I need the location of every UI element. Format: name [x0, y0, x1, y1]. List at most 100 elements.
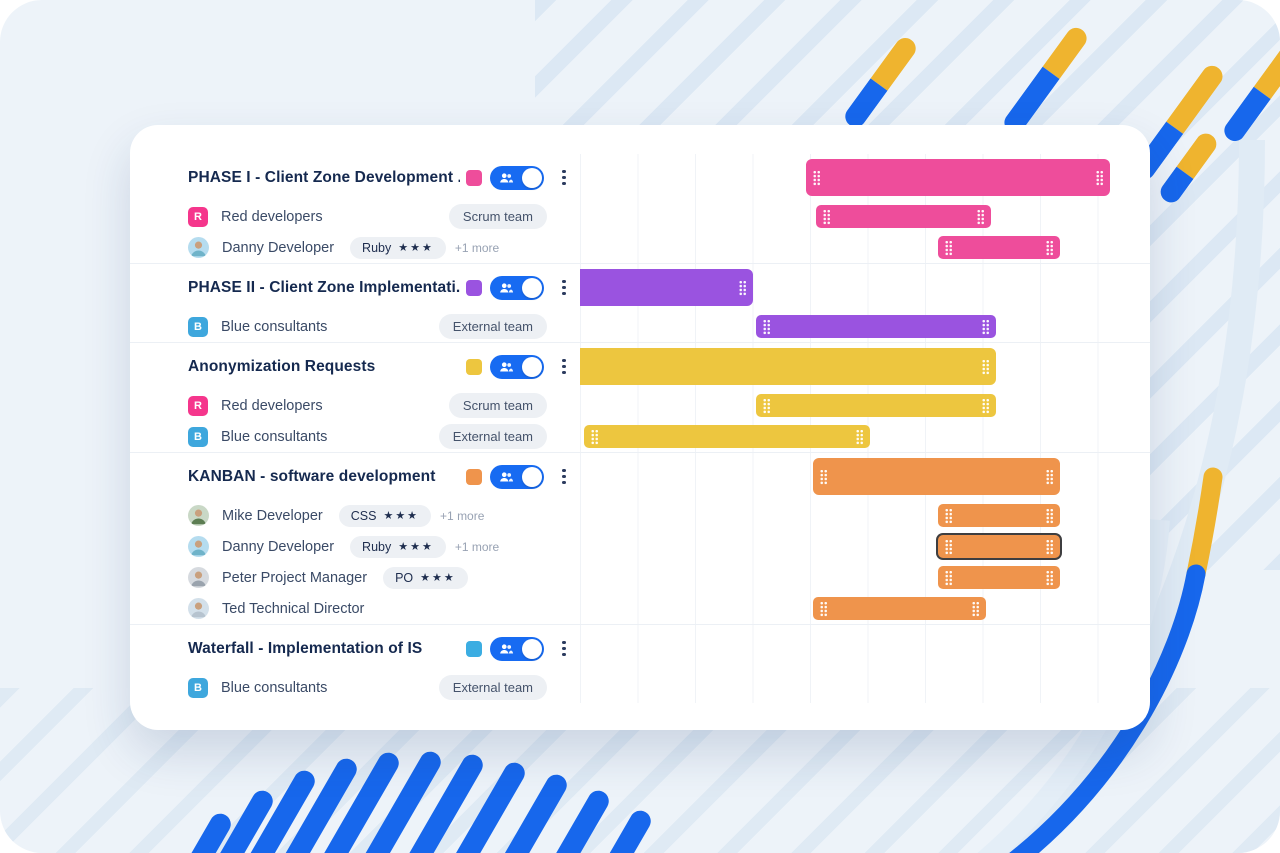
skill-stars-icon: ★★★ [398, 242, 434, 254]
project-header-row: KANBAN - software development [130, 453, 580, 500]
assignment-toggle[interactable] [490, 464, 544, 489]
skill-badge: CSS ★★★ [338, 504, 432, 527]
drag-handle-icon[interactable] [763, 319, 770, 334]
gantt-bar[interactable] [813, 597, 986, 620]
more-skills-label[interactable]: +1 more [454, 539, 500, 554]
more-menu-button[interactable] [556, 357, 572, 376]
skill-name: PO [395, 570, 414, 585]
project-header-row: PHASE I - Client Zone Development ... [130, 154, 580, 201]
team-name[interactable]: Blue consultants [221, 428, 328, 445]
gantt-bar[interactable] [938, 236, 1060, 259]
drag-handle-icon[interactable] [1046, 539, 1053, 554]
skill-stars-icon: ★★★ [420, 572, 456, 584]
drag-handle-icon[interactable] [945, 570, 952, 585]
gantt-bar[interactable] [938, 566, 1060, 589]
group-panel: PHASE I - Client Zone Development ... R … [130, 154, 580, 263]
drag-handle-icon[interactable] [1046, 570, 1053, 585]
member-rows: R Red developers Scrum team Danny Develo… [130, 201, 580, 263]
drag-handle-icon[interactable] [856, 429, 863, 444]
drag-handle-icon[interactable] [945, 240, 952, 255]
drag-handle-icon[interactable] [982, 319, 989, 334]
avatar [188, 237, 209, 258]
team-row: B Blue consultants External team [130, 672, 580, 703]
project-group: Anonymization Requests R Red developers … [130, 343, 1150, 453]
skill-badge: Ruby ★★★ [350, 236, 446, 259]
color-swatch[interactable] [466, 468, 482, 485]
gantt-bar[interactable] [813, 458, 1060, 495]
drag-handle-icon[interactable] [820, 469, 827, 484]
drag-handle-icon[interactable] [1096, 170, 1103, 185]
drag-handle-icon[interactable] [1046, 508, 1053, 523]
color-swatch[interactable] [466, 279, 482, 296]
drag-handle-icon[interactable] [982, 359, 989, 374]
gantt-bar[interactable] [938, 535, 1060, 558]
member-rows: B Blue consultants External team [130, 311, 580, 342]
member-rows: R Red developers Scrum team B Blue consu… [130, 390, 580, 452]
gantt-bar[interactable] [756, 394, 996, 417]
more-menu-button[interactable] [556, 278, 572, 297]
gantt-bar[interactable] [584, 425, 870, 448]
gantt-lane [580, 343, 1150, 452]
more-menu-button[interactable] [556, 639, 572, 658]
assignment-toggle[interactable] [490, 354, 544, 379]
drag-handle-icon[interactable] [982, 398, 989, 413]
drag-handle-icon[interactable] [945, 539, 952, 554]
more-skills-label[interactable]: +1 more [440, 508, 485, 523]
gantt-bar[interactable] [756, 315, 996, 338]
gantt-bar[interactable] [806, 159, 1110, 196]
project-header-row: Anonymization Requests [130, 343, 580, 390]
person-name[interactable]: Mike Developer [222, 507, 323, 524]
more-skills-label[interactable]: +1 more [454, 240, 500, 255]
gantt-bar[interactable] [816, 205, 991, 228]
assignment-toggle[interactable] [490, 165, 544, 190]
more-menu-button[interactable] [556, 467, 572, 486]
skill-name: Ruby [362, 539, 392, 554]
drag-handle-icon[interactable] [972, 601, 979, 616]
assignment-toggle[interactable] [490, 636, 544, 661]
team-name[interactable]: Blue consultants [221, 679, 328, 696]
project-title: Anonymization Requests [188, 357, 376, 375]
more-menu-button[interactable] [556, 168, 572, 187]
drag-handle-icon[interactable] [945, 508, 952, 523]
gantt-lane [580, 625, 1150, 703]
gantt-lane [580, 453, 1150, 624]
drag-handle-icon[interactable] [1046, 240, 1053, 255]
drag-handle-icon[interactable] [1046, 469, 1053, 484]
gantt-row [580, 201, 1150, 232]
project-title: KANBAN - software development [188, 467, 436, 485]
project-group: PHASE I - Client Zone Development ... R … [130, 154, 1150, 264]
drag-handle-icon[interactable] [820, 601, 827, 616]
toggle-knob [522, 356, 542, 377]
person-name[interactable]: Danny Developer [222, 239, 335, 256]
gantt-bar[interactable] [580, 269, 753, 306]
color-swatch[interactable] [466, 358, 482, 375]
person-name[interactable]: Ted Technical Director [222, 600, 365, 617]
person-name[interactable]: Peter Project Manager [222, 569, 368, 586]
people-icon [500, 361, 514, 371]
drag-handle-icon[interactable] [763, 398, 770, 413]
drag-handle-icon[interactable] [591, 429, 598, 444]
gantt-bar[interactable] [938, 504, 1060, 527]
gantt-row [580, 264, 1150, 311]
avatar [188, 598, 209, 619]
color-swatch[interactable] [466, 640, 482, 657]
person-name[interactable]: Danny Developer [222, 538, 335, 555]
assignment-toggle[interactable] [490, 275, 544, 300]
team-name[interactable]: Red developers [221, 208, 323, 225]
gantt-bar[interactable] [580, 348, 996, 385]
team-name[interactable]: Blue consultants [221, 318, 328, 335]
toggle-knob [522, 277, 542, 298]
color-swatch[interactable] [466, 169, 482, 186]
project-header-row: PHASE II - Client Zone Implementati... [130, 264, 580, 311]
drag-handle-icon[interactable] [739, 280, 746, 295]
team-row: B Blue consultants External team [130, 311, 580, 342]
drag-handle-icon[interactable] [823, 209, 830, 224]
drag-handle-icon[interactable] [813, 170, 820, 185]
group-panel: PHASE II - Client Zone Implementati... B… [130, 264, 580, 342]
skill-badge: Ruby ★★★ [350, 535, 446, 558]
team-name[interactable]: Red developers [221, 397, 323, 414]
drag-handle-icon[interactable] [977, 209, 984, 224]
team-tag: External team [438, 675, 547, 700]
person-photo-icon [191, 571, 206, 587]
project-group: Waterfall - Implementation of IS B Blue … [130, 625, 1150, 703]
